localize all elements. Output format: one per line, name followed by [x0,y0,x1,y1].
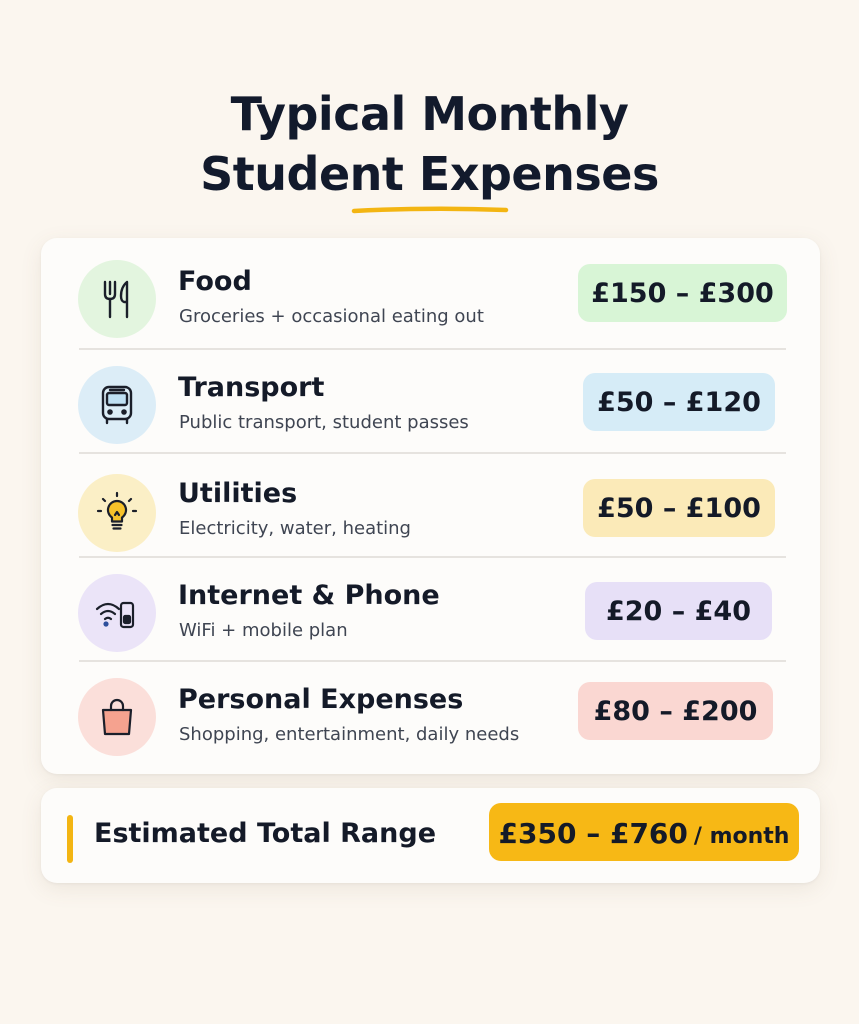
expense-description: Public transport, student passes [179,412,469,433]
expense-range-badge: £80 – £200 [578,682,773,740]
row-divider [79,348,786,350]
expense-row-transport: Transport Public transport, student pass… [41,350,820,454]
expense-range-badge: £50 – £100 [583,479,775,537]
utilities-icon-circle [78,474,156,552]
total-accent-bar [67,815,73,863]
expense-row-utilities: Utilities Electricity, water, heating £5… [41,454,820,558]
expenses-card: Food Groceries + occasional eating out £… [41,238,820,774]
expense-range-badge: £50 – £120 [583,373,775,431]
food-icon-circle [78,260,156,338]
row-divider [79,452,786,454]
title-line-1: Typical Monthly [230,87,629,141]
bus-icon [101,385,133,425]
expense-description: Groceries + occasional eating out [179,306,484,327]
total-period: / month [693,824,790,849]
total-amount: £350 – £760 [498,817,688,850]
total-card: Estimated Total Range £350 – £760 / mont… [41,788,820,883]
expense-row-food: Food Groceries + occasional eating out £… [41,246,820,350]
expense-description: WiFi + mobile plan [179,620,348,641]
expense-name: Personal Expenses [178,684,464,715]
title-underline [351,206,509,214]
cutlery-icon [103,280,129,319]
lightbulb-icon [96,491,138,530]
expense-description: Electricity, water, heating [179,518,411,539]
wifi-phone-icon [95,601,135,629]
expense-row-internet-phone: Internet & Phone WiFi + mobile plan £20 … [41,558,820,662]
personal-icon-circle [78,678,156,756]
expense-name: Utilities [178,478,298,509]
title-line-2: Student Expenses [200,147,659,201]
expense-name: Transport [178,372,325,403]
expense-range-badge: £150 – £300 [578,264,787,322]
row-divider [79,660,786,662]
expense-name: Internet & Phone [178,580,440,611]
page-title: Typical Monthly Student Expenses [0,84,859,204]
total-range-badge: £350 – £760 / month [489,803,799,861]
row-divider [79,556,786,558]
expense-name: Food [178,266,252,297]
expense-range-badge: £20 – £40 [585,582,772,640]
shopping-bag-icon [101,698,133,736]
total-label: Estimated Total Range [94,818,437,849]
transport-icon-circle [78,366,156,444]
expense-row-personal: Personal Expenses Shopping, entertainmen… [41,662,820,766]
expense-description: Shopping, entertainment, daily needs [179,724,520,745]
internet-phone-icon-circle [78,574,156,652]
